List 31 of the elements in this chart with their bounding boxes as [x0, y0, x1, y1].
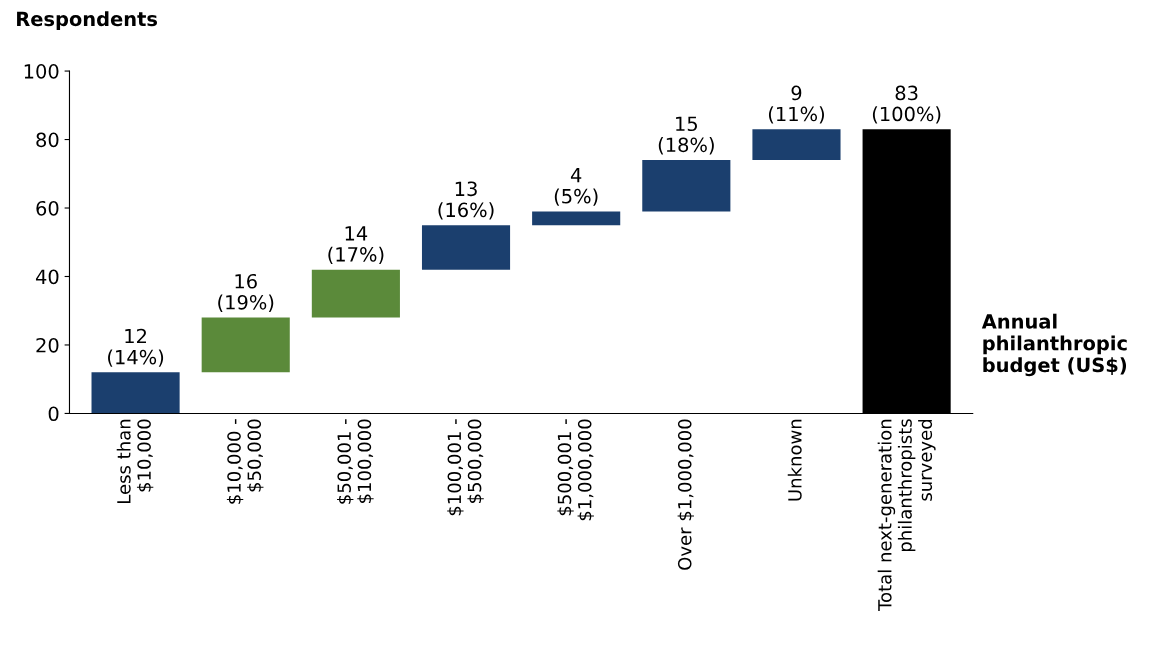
x-tick-label: Less than $10,000 — [116, 419, 154, 503]
bar — [752, 129, 841, 161]
bar — [532, 211, 621, 226]
data-label: 13 (16%) — [438, 181, 494, 220]
data-label: 4 (5%) — [554, 168, 598, 206]
x-tick-label: $500,001 - $1,000,000 — [557, 419, 594, 521]
y-axis-title: Respondents — [17, 11, 158, 30]
x-tick-label: Unknown — [787, 419, 802, 501]
x-tick-label: $10,000 - $50,000 — [226, 419, 264, 504]
y-tick-label: 0 — [48, 406, 59, 422]
y-tick-label: 40 — [35, 269, 59, 285]
data-label: 83 (100%) — [872, 85, 941, 124]
data-label: 9 (11%) — [768, 85, 824, 124]
y-tick-label: 60 — [36, 200, 59, 216]
data-label: 15 (18%) — [658, 116, 714, 155]
bar — [421, 225, 511, 270]
x-tick-label: Total next-generation philanthropists surveyed — [877, 419, 936, 611]
bar — [201, 317, 290, 373]
y-tick-label: 80 — [36, 132, 59, 148]
bar — [311, 269, 400, 318]
data-label: 14 (17%) — [328, 226, 384, 264]
bar — [91, 372, 180, 414]
bar — [642, 160, 731, 212]
x-tick-label: Over $1,000,000 — [677, 419, 694, 570]
x-tick-label: $100,001 - $500,000 — [447, 419, 484, 516]
x-axis-title: Annual philanthropic budget (US$) — [981, 313, 1127, 377]
y-tick-label: 20 — [36, 337, 59, 353]
x-tick-label: $50,001 - $100,000 — [337, 419, 374, 504]
data-label: 12 (14%) — [108, 328, 164, 367]
y-tick-label: 100 — [24, 64, 59, 79]
data-label: 16 (19%) — [218, 273, 274, 312]
